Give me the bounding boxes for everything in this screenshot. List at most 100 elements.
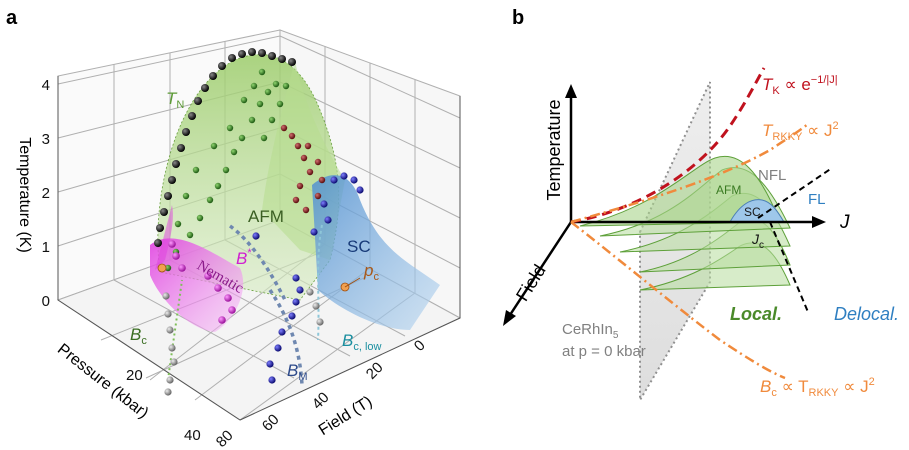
fl-nfl-boundary bbox=[757, 167, 833, 219]
tn-point bbox=[278, 55, 286, 63]
red-point bbox=[288, 132, 296, 140]
field-tick: 20 bbox=[363, 359, 387, 383]
red-point bbox=[314, 192, 322, 200]
blue-point bbox=[288, 312, 296, 320]
field-tick: 0 bbox=[411, 337, 429, 355]
magenta-point bbox=[168, 240, 176, 248]
magenta-point bbox=[204, 272, 212, 280]
axis-edges bbox=[57, 76, 461, 421]
tn-point bbox=[156, 224, 164, 232]
gray-point bbox=[166, 326, 174, 334]
red-point bbox=[292, 196, 300, 204]
red-point bbox=[294, 142, 302, 150]
green-point bbox=[164, 264, 172, 272]
magenta-point bbox=[172, 252, 180, 260]
tn-point bbox=[188, 112, 196, 120]
blue-point bbox=[310, 228, 318, 236]
green-point bbox=[276, 100, 284, 108]
delocal-label: Delocal. bbox=[834, 304, 899, 324]
red-points bbox=[280, 124, 326, 214]
tn-point bbox=[164, 192, 172, 200]
blue-point bbox=[340, 172, 348, 180]
trkky-label: TRKKY ∝ J2 bbox=[762, 120, 839, 143]
green-point bbox=[248, 116, 256, 124]
red-point bbox=[280, 124, 288, 132]
z-tick: 4 bbox=[42, 77, 50, 94]
gray-point bbox=[306, 288, 314, 296]
blue-point bbox=[296, 286, 304, 294]
z-tick: 1 bbox=[42, 239, 50, 256]
field-axis-label: Field bbox=[512, 261, 550, 305]
afm-label: AFM bbox=[248, 207, 284, 226]
tk-label: TK ∝ e−1/|J| bbox=[762, 74, 838, 97]
trkky-line bbox=[570, 123, 809, 224]
red-point bbox=[296, 182, 304, 190]
gray-points bbox=[162, 288, 324, 396]
tk-line bbox=[570, 67, 766, 224]
pressure-tick: 20 bbox=[126, 367, 143, 384]
panel-a-label: a bbox=[6, 7, 18, 29]
bstar-line bbox=[228, 224, 287, 301]
blue-point bbox=[292, 298, 300, 306]
local-label: Local. bbox=[730, 304, 782, 324]
pc-leader bbox=[344, 277, 361, 288]
magenta-points bbox=[168, 240, 236, 324]
tn-point bbox=[168, 176, 176, 184]
green-point bbox=[182, 192, 190, 200]
magenta-point bbox=[214, 284, 222, 292]
tn-point bbox=[268, 52, 276, 60]
green-point bbox=[206, 196, 214, 204]
green-point bbox=[260, 134, 268, 142]
red-point bbox=[300, 154, 308, 162]
pc-marker-left bbox=[157, 263, 167, 273]
nfl-label: NFL bbox=[758, 167, 786, 184]
tn-point bbox=[218, 62, 226, 70]
magenta-point bbox=[178, 264, 186, 272]
gray-point bbox=[164, 388, 172, 396]
tn-label: TN bbox=[166, 89, 184, 111]
gray-point bbox=[168, 344, 176, 352]
green-point bbox=[226, 124, 234, 132]
green-point bbox=[264, 88, 272, 96]
bc-line-b bbox=[570, 221, 786, 380]
nematic-upper bbox=[155, 205, 173, 270]
z-tick: 3 bbox=[42, 131, 50, 148]
green-point bbox=[222, 166, 230, 174]
tn-point bbox=[172, 160, 180, 168]
green-point bbox=[256, 100, 264, 108]
tn-point bbox=[238, 50, 246, 58]
magenta-point bbox=[224, 294, 232, 302]
gray-point bbox=[166, 376, 174, 384]
green-points bbox=[164, 68, 290, 272]
bc-line bbox=[167, 279, 183, 381]
blue-point bbox=[324, 216, 332, 224]
red-point bbox=[302, 206, 310, 214]
cerhin-label-line2: at p = 0 kbar bbox=[562, 343, 646, 360]
panel-b: b bbox=[503, 7, 899, 404]
green-point bbox=[174, 220, 182, 228]
tn-point bbox=[258, 49, 266, 57]
red-point bbox=[318, 176, 326, 184]
gray-point bbox=[316, 318, 324, 326]
tn-point bbox=[182, 128, 190, 136]
green-point bbox=[258, 68, 266, 76]
cerhin-label: CeRhIn5 bbox=[562, 321, 619, 341]
panel-a: a bbox=[6, 7, 462, 450]
blue-point bbox=[320, 200, 328, 208]
gray-point bbox=[164, 310, 172, 318]
green-point bbox=[214, 182, 222, 190]
red-point bbox=[306, 168, 314, 176]
green-point bbox=[272, 80, 280, 88]
field-tick: 60 bbox=[259, 411, 283, 435]
tn-point bbox=[288, 58, 296, 66]
green-point bbox=[240, 96, 248, 104]
sc-dome bbox=[729, 199, 785, 223]
red-point bbox=[314, 158, 322, 166]
magenta-point bbox=[228, 306, 236, 314]
bc-label: Bc bbox=[130, 325, 147, 347]
panel-b-axes bbox=[503, 84, 826, 326]
blue-point bbox=[274, 344, 282, 352]
green-point bbox=[196, 214, 204, 222]
field-tick: 80 bbox=[213, 427, 237, 450]
